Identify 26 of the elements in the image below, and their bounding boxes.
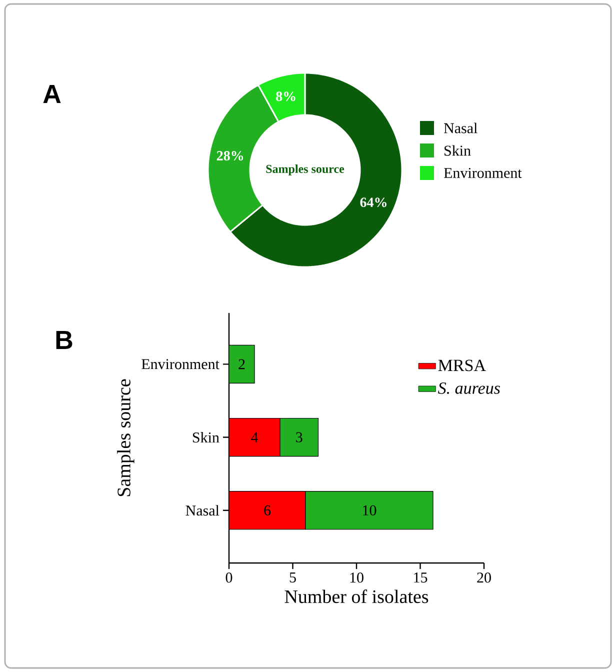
legend-label: Environment [444,168,522,178]
y-tick-label: Nasal [186,505,220,516]
x-tick-label: 5 [290,572,296,582]
x-tick-label: 0 [226,572,232,583]
data-label: 3 [296,432,302,442]
legend-label: S. aureus [438,382,500,394]
y-tick-label: Environment [142,359,220,370]
legend-label: MRSA [438,360,486,372]
text: Samples source [266,164,344,176]
legend-label: Skin [444,145,471,156]
x-tick-label: 10 [350,572,364,583]
text: B [56,331,72,349]
y-axis-title: Samples source [117,379,134,496]
data-label: 2 [238,359,245,370]
data-label: 10 [363,505,376,516]
x-tick-label: 15 [414,572,428,583]
data-label: 28% [216,151,244,161]
legend-label: Nasal [444,122,478,134]
y-tick-label: Skin [192,432,220,443]
data-label: 64% [360,198,386,208]
data-label: 8% [276,92,296,102]
data-label: 6 [264,505,271,516]
x-axis-title: Number of isolates [284,590,428,604]
chart-title: A [43,85,61,103]
x-tick-label: 20 [477,572,491,583]
data-label: 4 [251,432,258,442]
